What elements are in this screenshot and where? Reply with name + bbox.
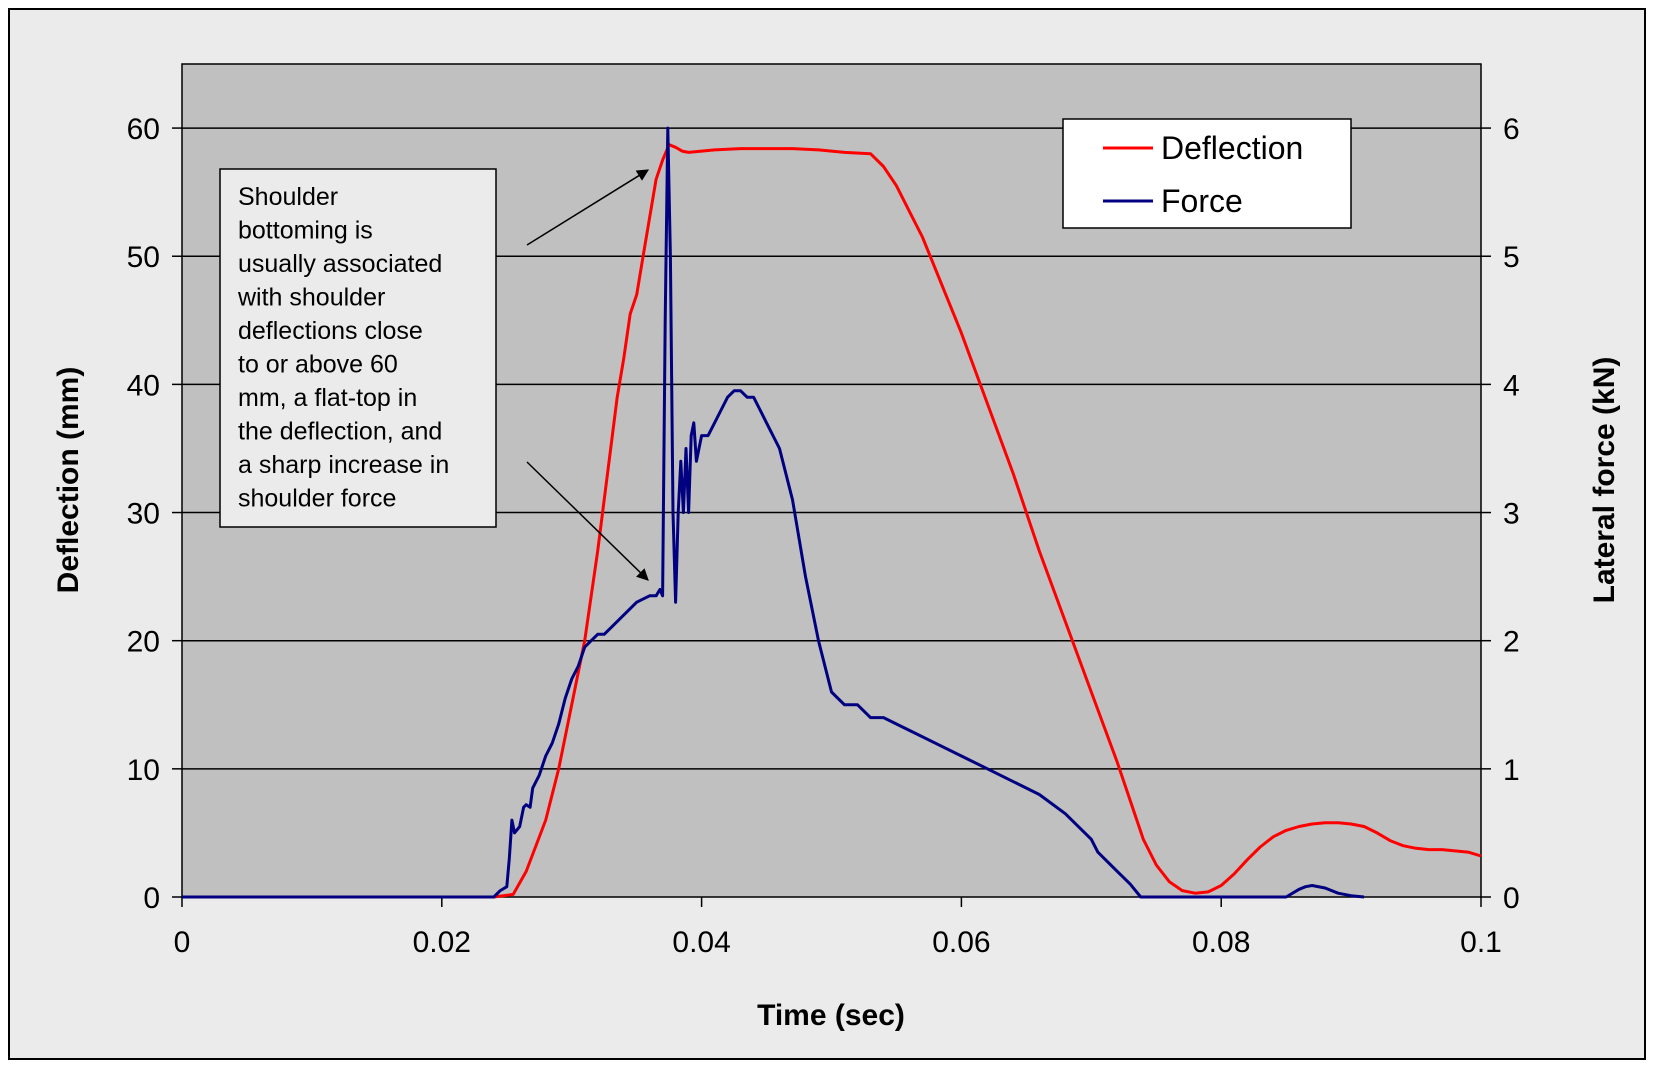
y-axis-title: Deflection (mm)	[52, 367, 85, 594]
y-tick-label: 60	[127, 113, 160, 146]
annotation-line: with shoulder	[237, 284, 385, 312]
y2-tick-label: 2	[1503, 626, 1520, 659]
annotation-line: bottoming is	[238, 217, 373, 245]
x-tick-label: 0.1	[1460, 926, 1502, 959]
y2-tick-label: 3	[1503, 498, 1520, 531]
annotation-line: to or above 60	[238, 351, 398, 379]
y2-tick-label: 1	[1503, 754, 1520, 787]
y2-tick-label: 0	[1503, 882, 1520, 915]
annotation-line: the deflection, and	[238, 418, 442, 446]
y2-tick-label: 4	[1503, 369, 1520, 402]
annotation-line: Shoulder	[238, 183, 338, 211]
y-tick-label: 50	[127, 241, 160, 274]
y2-tick-label: 6	[1503, 113, 1520, 146]
legend-label-deflection: Deflection	[1161, 130, 1303, 166]
annotation-line: shoulder force	[238, 485, 396, 513]
annotation-arrow-deflection	[526, 169, 650, 246]
annotation-line: usually associated	[238, 250, 442, 278]
series-layer	[182, 126, 1482, 899]
annotation-arrow-force	[526, 461, 649, 581]
x-tick-label: 0.08	[1192, 926, 1250, 959]
annotation-box	[219, 168, 497, 528]
y-tick-label: 30	[127, 498, 160, 531]
legend: Deflection Force	[1062, 118, 1352, 229]
y-tick-label: 0	[143, 882, 160, 915]
series-line-deflection	[182, 143, 1482, 899]
annotation-line: a sharp increase in	[238, 451, 449, 479]
x-tick-label: 0.06	[932, 926, 990, 959]
x-tick-label: 0	[174, 926, 191, 959]
y-tick-label: 20	[127, 626, 160, 659]
x-tick-label: 0.04	[672, 926, 730, 959]
x-tick-label: 0.02	[413, 926, 471, 959]
annotation: Shoulder bottoming is usually associated wi…	[219, 168, 650, 581]
y2-tick-label: 5	[1503, 241, 1520, 274]
annotation-line: deflections close	[238, 317, 423, 345]
y-tick-label: 40	[127, 369, 160, 402]
y-tick-label: 10	[127, 754, 160, 787]
legend-label-force: Force	[1161, 183, 1243, 219]
legend-box	[1062, 118, 1352, 229]
x-axis-title: Time (sec)	[757, 999, 905, 1032]
annotation-line: mm, a flat-top in	[238, 384, 417, 412]
y2-axis-title: Lateral force (kN)	[1588, 357, 1621, 604]
series-line-force	[182, 126, 1365, 899]
